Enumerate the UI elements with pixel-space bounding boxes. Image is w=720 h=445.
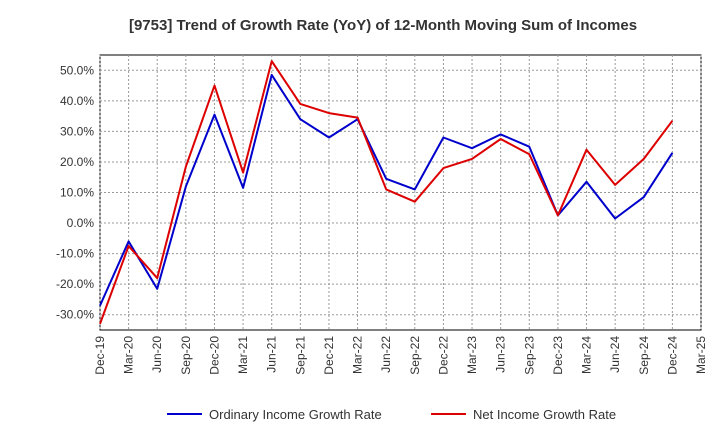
x-tick-label: Sep-22	[408, 336, 422, 375]
y-axis-ticks: 50.0% 40.0% 30.0% 20.0% 10.0% 0.0% -10.0% -20.0…	[56, 63, 94, 321]
y-tick-label: -10.0%	[56, 247, 94, 261]
x-tick-label: Mar-25	[694, 336, 708, 374]
x-tick-label: Dec-22	[436, 336, 450, 375]
x-tick-label: Dec-19	[93, 336, 107, 375]
legend: Ordinary Income Growth Rate Net Income Gr…	[167, 407, 616, 422]
x-tick-label: Jun-21	[265, 336, 279, 373]
y-tick-label: -30.0%	[56, 308, 94, 322]
series-lines	[99, 60, 674, 325]
legend-label: Net Income Growth Rate	[473, 407, 616, 422]
series-line	[99, 73, 674, 307]
x-tick-label: Jun-23	[494, 336, 508, 373]
chart-title: [9753] Trend of Growth Rate (YoY) of 12-…	[129, 17, 637, 34]
x-tick-label: Sep-24	[637, 336, 651, 375]
y-tick-label: 20.0%	[60, 155, 94, 169]
x-tick-label: Jun-24	[608, 336, 622, 373]
y-tick-label: -20.0%	[56, 277, 94, 291]
x-tick-label: Mar-21	[236, 336, 250, 374]
grid-lines	[99, 55, 702, 330]
x-tick-label: Dec-21	[322, 336, 336, 375]
y-tick-label: 40.0%	[60, 94, 94, 108]
x-tick-label: Jun-22	[379, 336, 393, 373]
x-tick-label: Sep-21	[293, 336, 307, 375]
x-tick-label: Mar-22	[351, 336, 365, 374]
x-axis-ticks: Dec-19 Mar-20 Jun-20 Sep-20 Dec-20 Mar-21 Jun-…	[93, 336, 708, 375]
series-line	[99, 60, 674, 325]
x-tick-label: Dec-20	[207, 336, 221, 375]
y-tick-label: 10.0%	[60, 186, 94, 200]
x-tick-label: Dec-24	[665, 336, 679, 375]
y-tick-label: 30.0%	[60, 124, 94, 138]
x-tick-label: Sep-23	[522, 336, 536, 375]
legend-label: Ordinary Income Growth Rate	[209, 407, 382, 422]
y-tick-label: 0.0%	[67, 216, 95, 230]
x-tick-label: Sep-20	[179, 336, 193, 375]
y-tick-label: 50.0%	[60, 63, 94, 77]
x-tick-label: Mar-24	[580, 336, 594, 374]
x-tick-label: Mar-20	[122, 336, 136, 374]
x-tick-label: Dec-23	[551, 336, 565, 375]
x-tick-label: Jun-20	[150, 336, 164, 373]
x-tick-label: Mar-23	[465, 336, 479, 374]
